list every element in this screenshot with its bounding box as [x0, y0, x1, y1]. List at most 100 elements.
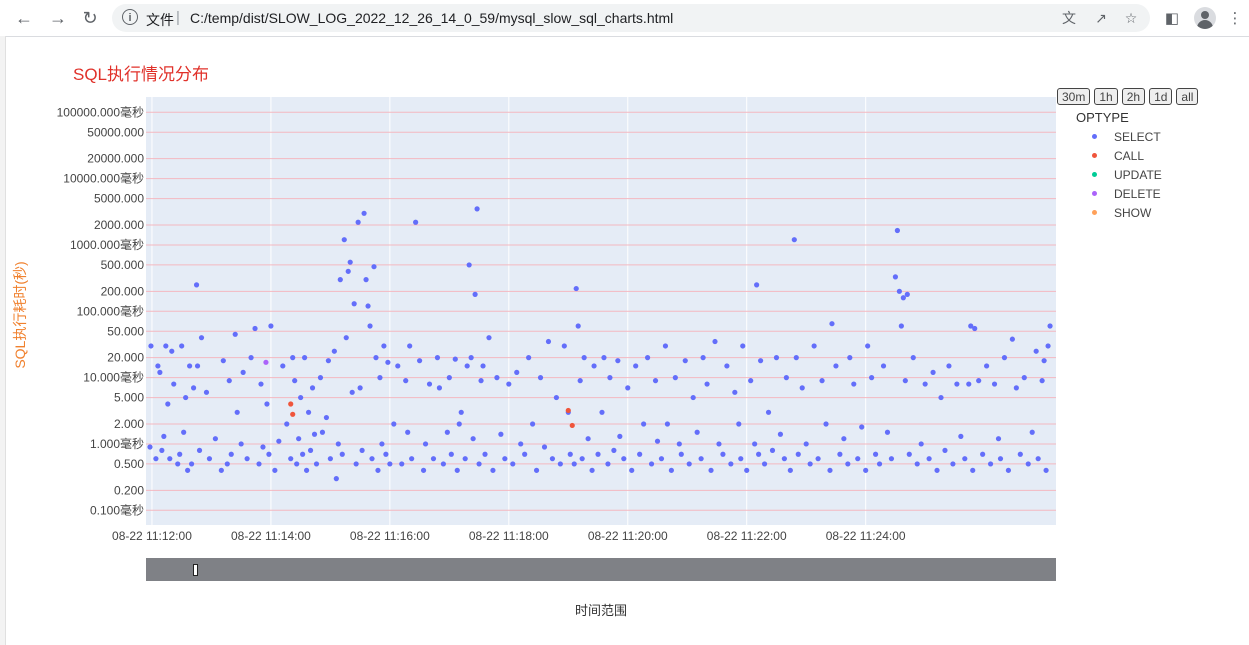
- data-point-select[interactable]: [1041, 358, 1047, 364]
- range-button-all[interactable]: all: [1176, 88, 1199, 105]
- data-point-select[interactable]: [530, 421, 536, 427]
- data-point-select[interactable]: [280, 363, 286, 369]
- range-slider[interactable]: [146, 558, 1056, 581]
- data-point-select[interactable]: [922, 381, 928, 387]
- data-point-select[interactable]: [248, 355, 254, 361]
- data-point-select[interactable]: [884, 429, 891, 435]
- data-point-select[interactable]: [863, 467, 869, 473]
- data-point-select[interactable]: [165, 401, 171, 407]
- data-point-select[interactable]: [549, 456, 556, 462]
- data-point-select[interactable]: [876, 461, 883, 467]
- url-text[interactable]: C:/temp/dist/SLOW_LOG_2022_12_26_14_0_59…: [190, 10, 674, 26]
- data-point-select[interactable]: [537, 375, 544, 381]
- data-point-select[interactable]: [533, 467, 540, 473]
- data-point-select[interactable]: [872, 451, 879, 457]
- data-point-select[interactable]: [379, 441, 385, 447]
- data-point-select[interactable]: [474, 206, 480, 212]
- data-point-select[interactable]: [855, 456, 861, 462]
- data-point-select[interactable]: [167, 456, 173, 462]
- data-point-select[interactable]: [946, 363, 952, 369]
- data-point-select[interactable]: [851, 381, 857, 387]
- data-point-select[interactable]: [668, 467, 674, 473]
- data-point-select[interactable]: [629, 467, 635, 473]
- data-point-select[interactable]: [218, 467, 224, 473]
- data-point-call[interactable]: [569, 422, 575, 429]
- data-point-select[interactable]: [353, 461, 359, 467]
- data-point-select[interactable]: [260, 444, 266, 450]
- data-point-select[interactable]: [375, 467, 381, 473]
- data-point-select[interactable]: [757, 358, 764, 364]
- data-point-select[interactable]: [232, 331, 238, 337]
- data-point-select[interactable]: [472, 291, 478, 297]
- data-point-select[interactable]: [436, 385, 443, 391]
- data-point-select[interactable]: [234, 409, 240, 415]
- data-point-select[interactable]: [1035, 456, 1041, 462]
- data-point-select[interactable]: [892, 274, 899, 280]
- data-point-select[interactable]: [300, 451, 306, 457]
- data-point-select[interactable]: [335, 441, 341, 447]
- address-bar[interactable]: i 文件 | C:/temp/dist/SLOW_LOG_2022_12_26_…: [112, 4, 1150, 32]
- range-button-1d[interactable]: 1d: [1149, 88, 1173, 105]
- data-point-select[interactable]: [407, 343, 413, 349]
- data-point-select[interactable]: [716, 441, 722, 447]
- data-point-select[interactable]: [294, 461, 300, 467]
- data-point-select[interactable]: [420, 467, 427, 473]
- data-point-select[interactable]: [355, 219, 361, 225]
- range-button-30m[interactable]: 30m: [1057, 88, 1091, 105]
- data-point-select[interactable]: [367, 323, 373, 329]
- data-point-select[interactable]: [607, 375, 613, 381]
- data-point-select[interactable]: [787, 467, 793, 473]
- data-point-select[interactable]: [995, 436, 1002, 442]
- data-point-select[interactable]: [553, 394, 559, 401]
- data-point-select[interactable]: [898, 323, 904, 329]
- data-point-select[interactable]: [323, 414, 330, 421]
- data-point-select[interactable]: [573, 285, 579, 292]
- data-point-select[interactable]: [654, 438, 661, 444]
- data-point-select[interactable]: [740, 343, 746, 349]
- translate-icon[interactable]: 文: [1062, 10, 1076, 26]
- data-point-select[interactable]: [904, 291, 910, 297]
- data-point-select[interactable]: [268, 323, 274, 329]
- data-point-select[interactable]: [865, 343, 871, 349]
- data-point-select[interactable]: [599, 409, 605, 415]
- data-point-select[interactable]: [341, 237, 347, 243]
- data-point-select[interactable]: [452, 356, 458, 362]
- data-point-select[interactable]: [203, 389, 210, 395]
- data-point-select[interactable]: [163, 343, 169, 349]
- data-point-select[interactable]: [1047, 323, 1053, 329]
- data-point-select[interactable]: [1013, 385, 1019, 391]
- data-point-select[interactable]: [325, 358, 331, 364]
- data-point-select[interactable]: [648, 461, 655, 467]
- data-point-select[interactable]: [337, 277, 343, 283]
- data-point-select[interactable]: [185, 467, 191, 473]
- data-point-select[interactable]: [807, 461, 813, 467]
- data-point-select[interactable]: [823, 421, 829, 427]
- data-point-select[interactable]: [506, 381, 512, 387]
- data-point-select[interactable]: [987, 461, 994, 467]
- data-point-select[interactable]: [177, 451, 183, 457]
- data-point-select[interactable]: [161, 433, 167, 439]
- data-point-select[interactable]: [819, 378, 825, 384]
- data-point-select[interactable]: [577, 378, 583, 384]
- data-point-select[interactable]: [541, 444, 548, 450]
- data-point-select[interactable]: [220, 358, 226, 364]
- data-point-select[interactable]: [317, 375, 324, 381]
- data-point-select[interactable]: [327, 456, 333, 462]
- data-point-select[interactable]: [900, 295, 906, 301]
- data-point-select[interactable]: [888, 456, 895, 462]
- data-point-select[interactable]: [405, 429, 411, 435]
- data-point-select[interactable]: [934, 467, 940, 473]
- data-point-select[interactable]: [526, 355, 532, 361]
- data-point-select[interactable]: [284, 421, 290, 427]
- data-point-select[interactable]: [712, 338, 718, 345]
- data-point-select[interactable]: [658, 456, 665, 462]
- data-point-select[interactable]: [581, 355, 587, 361]
- data-point-select[interactable]: [894, 227, 900, 234]
- data-point-select[interactable]: [333, 476, 339, 482]
- data-point-select[interactable]: [470, 436, 476, 442]
- data-point-select[interactable]: [950, 461, 956, 467]
- data-point-select[interactable]: [791, 237, 797, 243]
- data-point-select[interactable]: [938, 394, 944, 401]
- data-point-select[interactable]: [1001, 355, 1008, 361]
